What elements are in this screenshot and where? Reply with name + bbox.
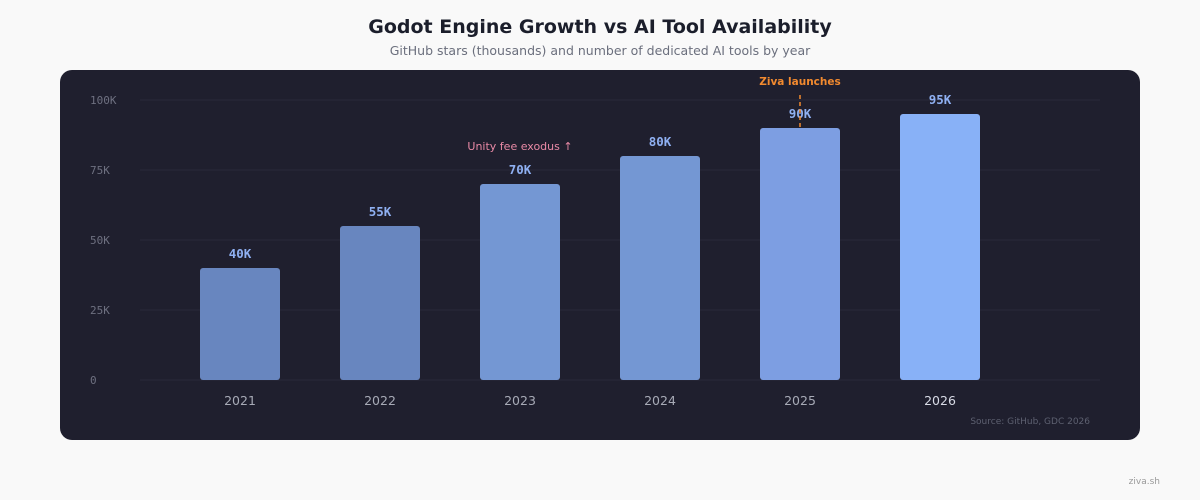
x-category-label: 2021 [224,393,256,408]
x-category-label: 2023 [504,393,536,408]
bar [900,114,980,380]
bar-value-label: 40K [229,246,252,261]
x-category-label: 2026 [924,393,956,408]
bar [620,156,700,380]
bar [480,184,560,380]
x-category-label: 2024 [644,393,676,408]
annotation-unity-fee-exodus: Unity fee exodus ↑ [467,140,572,153]
y-tick-label: 50K [90,234,110,247]
y-tick-label: 100K [90,94,117,107]
source-note: Source: GitHub, GDC 2026 [970,417,1090,427]
chart-title: Godot Engine Growth vs AI Tool Availabil… [368,16,832,38]
brand-watermark: ziva.sh [1128,477,1160,487]
x-category-label: 2022 [364,393,396,408]
bar-value-label: 95K [929,92,952,107]
bar-value-label: 55K [369,204,392,219]
y-tick-label: 0 [90,374,97,387]
bar [340,226,420,380]
bar-value-label: 90K [789,106,812,121]
annotation-ziva-launches: Ziva launches [759,76,841,88]
x-category-label: 2025 [784,393,816,408]
bar-value-label: 80K [649,134,672,149]
chart-subtitle: GitHub stars (thousands) and number of d… [389,43,811,58]
bar [760,128,840,380]
y-tick-label: 75K [90,164,110,177]
bar-value-label: 70K [509,162,532,177]
y-tick-label: 25K [90,304,110,317]
bar [200,268,280,380]
